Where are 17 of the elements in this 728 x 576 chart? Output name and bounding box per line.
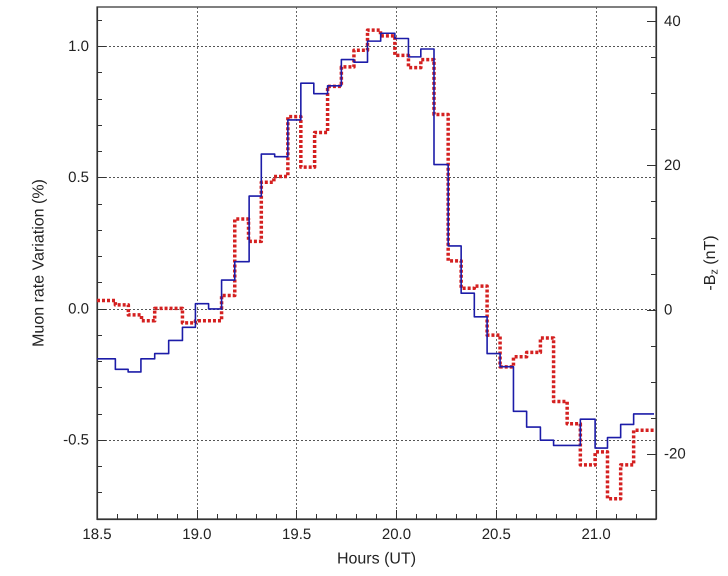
x-tick-label: 21.0: [582, 526, 611, 543]
x-tick-label: 20.5: [482, 526, 511, 543]
y2-axis-title: -Bz (nT): [702, 235, 720, 291]
x-tick-label: 19.0: [182, 526, 212, 543]
y-tick-label: -0.5: [63, 432, 89, 449]
y2-tick-label: 40: [664, 12, 681, 30]
y2-tick-label: 0: [664, 301, 672, 318]
y-tick-label: 0.0: [68, 300, 89, 318]
x-axis-title: Hours (UT): [336, 550, 416, 568]
y-axis-title: Muon rate Variation (%): [30, 179, 48, 347]
x-tick-label: 20.0: [382, 526, 412, 543]
x-tick-label: 19.5: [282, 526, 312, 543]
y2-tick-label: 20: [664, 157, 681, 174]
y2-tick-label: -20: [664, 446, 686, 463]
y-tick-label: 0.5: [68, 169, 89, 186]
y-tick-label: 1.0: [68, 38, 89, 55]
x-tick-label: 18.5: [82, 526, 112, 543]
